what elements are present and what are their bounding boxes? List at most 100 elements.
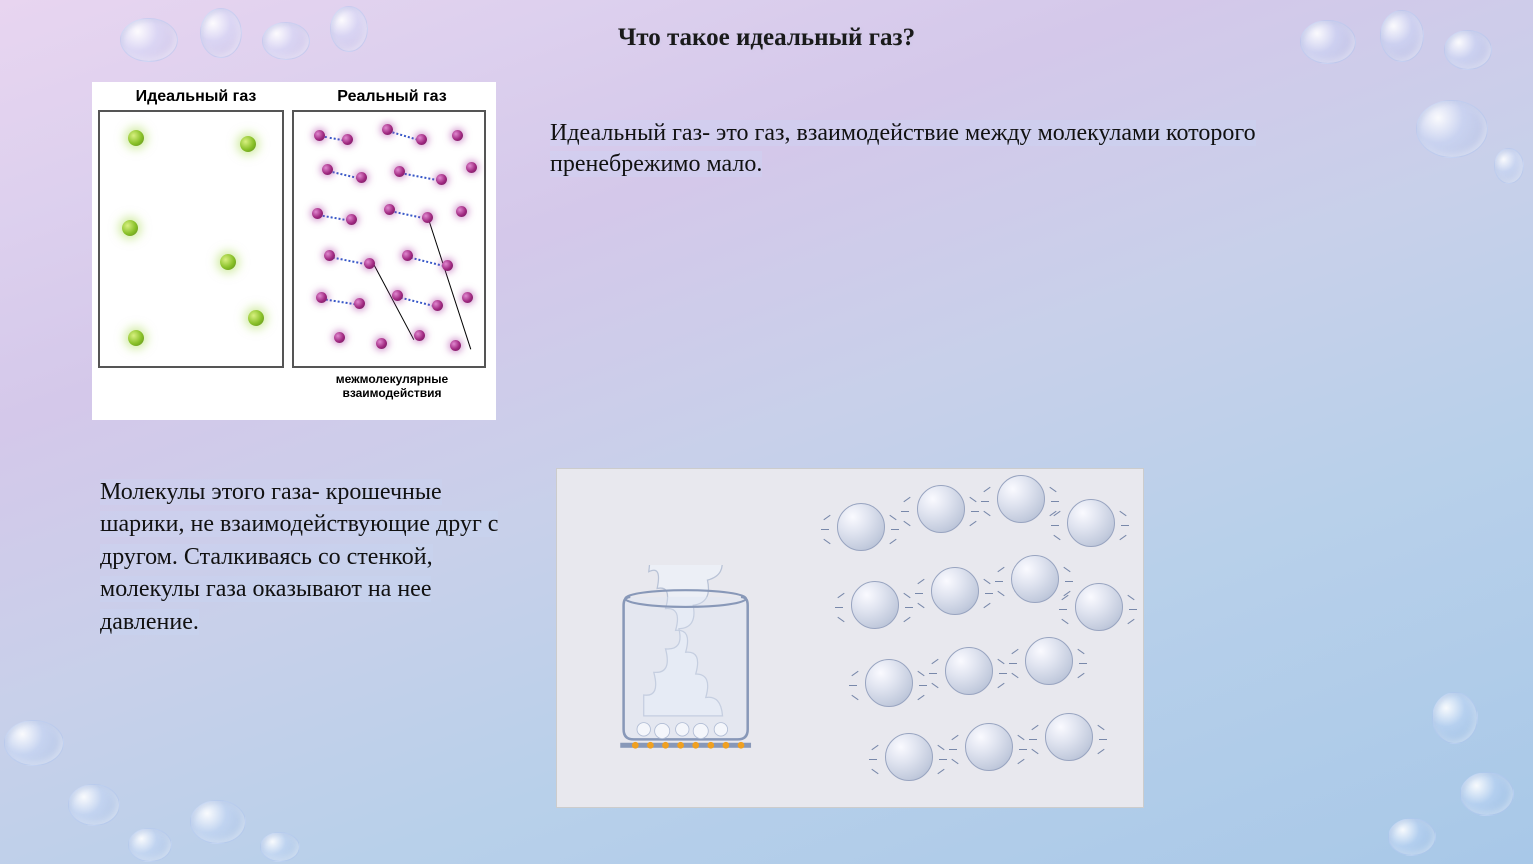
real-molecule-icon bbox=[342, 134, 353, 145]
motion-tick bbox=[951, 735, 958, 740]
motion-tick bbox=[937, 769, 944, 774]
motion-tick bbox=[837, 617, 844, 622]
real-molecule-icon bbox=[376, 338, 387, 349]
motion-tick bbox=[969, 521, 976, 526]
motion-tick bbox=[871, 745, 878, 750]
motion-tick bbox=[1077, 649, 1084, 654]
water-drop-icon bbox=[1416, 100, 1488, 158]
motion-tick bbox=[997, 567, 1004, 572]
motion-tick bbox=[1097, 749, 1104, 754]
motion-tick bbox=[1129, 609, 1137, 610]
real-molecule-icon bbox=[432, 300, 443, 311]
motion-tick bbox=[837, 593, 844, 598]
real-molecule-icon bbox=[436, 174, 447, 185]
motion-tick bbox=[1127, 595, 1134, 600]
real-molecule-icon bbox=[392, 290, 403, 301]
motion-tick bbox=[903, 521, 910, 526]
motion-tick bbox=[983, 487, 990, 492]
motion-tick bbox=[889, 515, 896, 520]
motion-tick bbox=[1061, 595, 1068, 600]
motion-tick bbox=[901, 511, 909, 512]
real-molecule-icon bbox=[334, 332, 345, 343]
beaker-with-smoke bbox=[599, 565, 779, 783]
motion-tick bbox=[951, 759, 958, 764]
motion-tick bbox=[939, 759, 947, 760]
motion-tick bbox=[1029, 739, 1037, 740]
molecules-description: Молекулы этого газа- крошечные шарики, н… bbox=[100, 476, 500, 638]
motion-tick bbox=[869, 759, 877, 760]
motion-tick bbox=[917, 579, 924, 584]
definition-text: Идеальный газ- это газ, взаимодействие м… bbox=[550, 118, 1270, 180]
real-molecule-icon bbox=[354, 298, 365, 309]
ideal-gas-label: Идеальный газ bbox=[98, 88, 294, 106]
real-molecule-icon bbox=[466, 162, 477, 173]
motion-tick bbox=[1077, 673, 1084, 678]
motion-tick bbox=[1063, 567, 1070, 572]
real-molecule-icon bbox=[442, 260, 453, 271]
real-molecule-icon bbox=[402, 250, 413, 261]
gas-sphere-icon bbox=[851, 581, 899, 629]
water-drop-icon bbox=[190, 800, 246, 844]
motion-tick bbox=[983, 603, 990, 608]
motion-tick bbox=[917, 603, 924, 608]
gas-sphere-icon bbox=[1025, 637, 1073, 685]
motion-tick bbox=[1099, 739, 1107, 740]
motion-tick bbox=[1059, 609, 1067, 610]
gas-pressure-illustration bbox=[556, 468, 1144, 808]
real-molecule-icon bbox=[456, 206, 467, 217]
motion-tick bbox=[917, 671, 924, 676]
gas-sphere-icon bbox=[997, 475, 1045, 523]
real-molecule-icon bbox=[422, 212, 433, 223]
motion-tick bbox=[823, 515, 830, 520]
motion-tick bbox=[1011, 649, 1018, 654]
water-drop-icon bbox=[1494, 148, 1524, 184]
motion-tick bbox=[1049, 487, 1056, 492]
motion-tick bbox=[995, 581, 1003, 582]
motion-tick bbox=[1061, 619, 1068, 624]
motion-tick bbox=[1031, 725, 1038, 730]
real-molecule-icon bbox=[356, 172, 367, 183]
motion-tick bbox=[1079, 663, 1087, 664]
gas-sphere-icon bbox=[1045, 713, 1093, 761]
real-molecule-icon bbox=[312, 208, 323, 219]
motion-tick bbox=[937, 745, 944, 750]
ideal-molecule-icon bbox=[240, 136, 256, 152]
motion-tick bbox=[999, 673, 1007, 674]
gas-sphere-icon bbox=[1075, 583, 1123, 631]
motion-tick bbox=[903, 617, 910, 622]
ideal-molecule-icon bbox=[122, 220, 138, 236]
motion-tick bbox=[851, 671, 858, 676]
motion-tick bbox=[997, 683, 1004, 688]
motion-tick bbox=[915, 593, 923, 594]
water-drop-icon bbox=[1432, 692, 1478, 744]
gas-sphere-icon bbox=[945, 647, 993, 695]
gas-sphere-icon bbox=[837, 503, 885, 551]
motion-tick bbox=[1121, 525, 1129, 526]
gas-sphere-icon bbox=[865, 659, 913, 707]
water-drop-icon bbox=[260, 832, 300, 862]
water-drop-icon bbox=[1388, 818, 1436, 856]
real-molecule-icon bbox=[324, 250, 335, 261]
ideal-molecule-icon bbox=[248, 310, 264, 326]
real-molecule-icon bbox=[382, 124, 393, 135]
motion-tick bbox=[969, 497, 976, 502]
small-bubble-icon bbox=[714, 723, 727, 736]
motion-tick bbox=[919, 685, 927, 686]
motion-tick bbox=[1053, 535, 1060, 540]
motion-tick bbox=[949, 749, 957, 750]
motion-tick bbox=[1051, 525, 1059, 526]
motion-tick bbox=[851, 695, 858, 700]
small-bubble-icon bbox=[655, 723, 670, 738]
water-drop-icon bbox=[4, 720, 64, 766]
real-molecule-icon bbox=[322, 164, 333, 175]
water-drop-icon bbox=[68, 784, 120, 826]
motion-tick bbox=[931, 683, 938, 688]
motion-tick bbox=[903, 593, 910, 598]
motion-tick bbox=[983, 511, 990, 516]
gas-sphere-icon bbox=[885, 733, 933, 781]
pointer-line bbox=[427, 216, 471, 349]
motion-tick bbox=[1097, 725, 1104, 730]
real-molecule-icon bbox=[450, 340, 461, 351]
interaction-sublabel: межмолекулярные взаимодействия bbox=[294, 372, 490, 400]
small-bubble-icon bbox=[676, 723, 689, 736]
